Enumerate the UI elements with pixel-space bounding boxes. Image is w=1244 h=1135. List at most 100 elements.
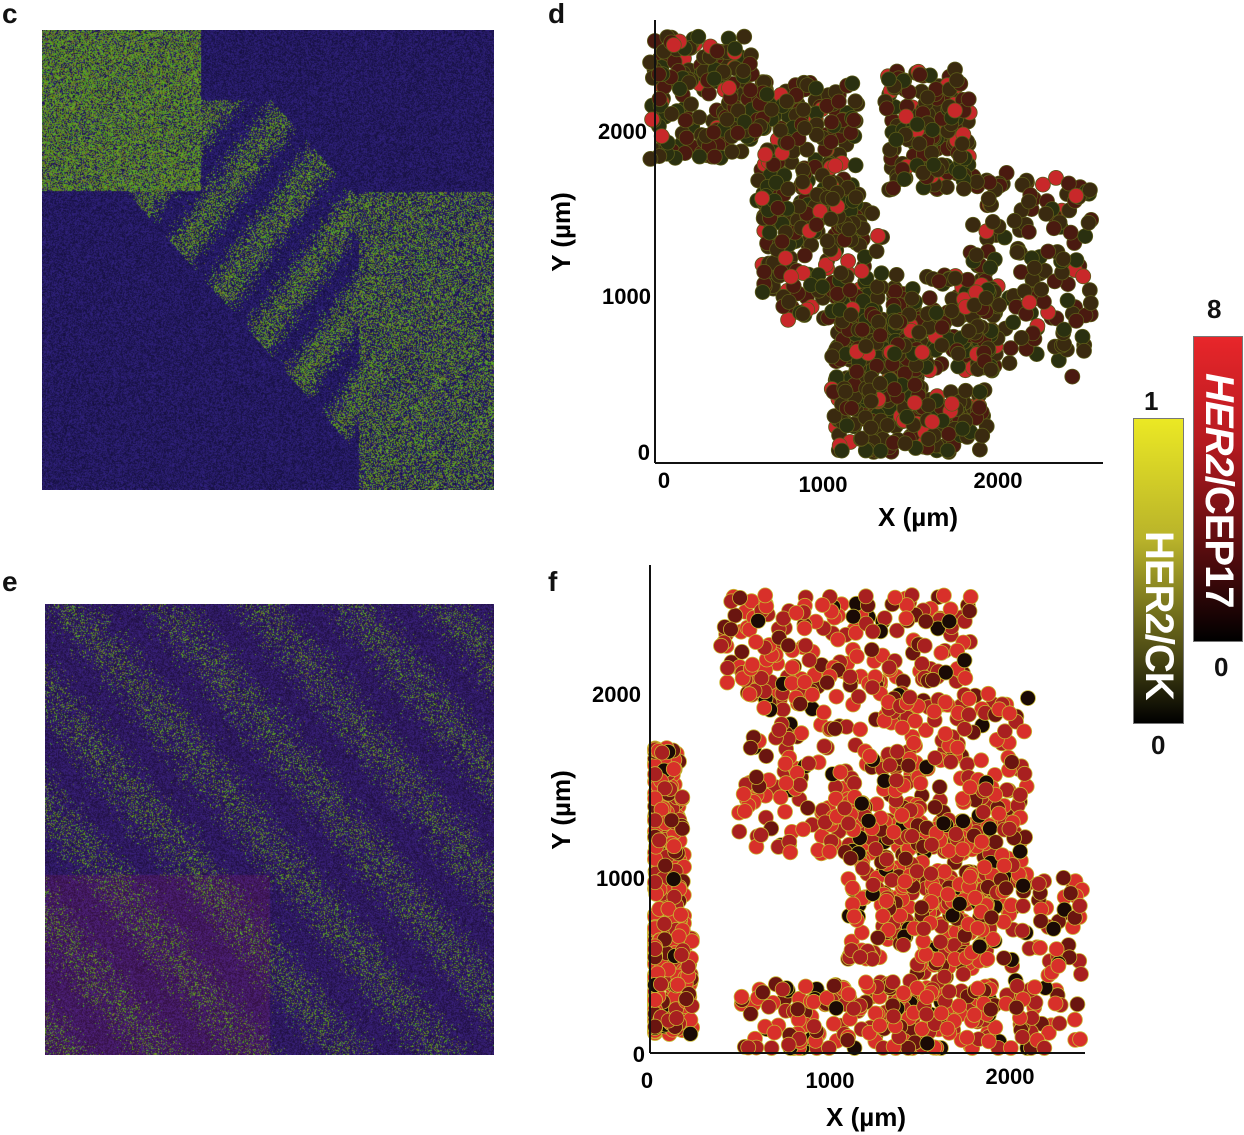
data-point (924, 413, 941, 430)
data-point (1080, 214, 1097, 231)
data-point (833, 442, 850, 459)
data-point (1072, 1031, 1088, 1048)
data-point (868, 243, 885, 260)
microscopy-image-c (42, 30, 494, 490)
data-point (665, 761, 682, 777)
data-point (827, 157, 844, 174)
data-point (985, 213, 1001, 230)
data-point (888, 313, 904, 330)
data-point (647, 992, 663, 1008)
data-point (673, 947, 690, 963)
data-point (951, 164, 968, 181)
data-point (799, 800, 816, 816)
data-point (816, 738, 833, 755)
data-point (842, 668, 859, 685)
data-point (665, 871, 682, 887)
points-d (642, 28, 1099, 460)
data-point (792, 696, 809, 712)
data-point (724, 143, 740, 160)
colorbar-her2-ck-max: 1 (1144, 386, 1159, 416)
data-point (914, 344, 931, 361)
data-point (1073, 966, 1089, 982)
data-point (906, 394, 923, 411)
data-point (979, 951, 996, 967)
data-point (847, 625, 864, 641)
data-point (936, 968, 953, 985)
data-point (997, 723, 1013, 740)
data-point (846, 775, 863, 792)
data-point (814, 278, 831, 295)
data-point (848, 363, 865, 380)
data-point (1001, 820, 1018, 837)
data-point (1076, 342, 1092, 359)
data-point (824, 348, 841, 365)
data-point (913, 899, 930, 916)
data-point (847, 93, 864, 110)
data-point (936, 587, 952, 604)
data-point (928, 304, 945, 321)
data-point (850, 688, 867, 705)
y-tick-f-0: 0 (633, 1042, 645, 1067)
data-point (795, 101, 812, 118)
data-point (713, 637, 729, 654)
data-point (654, 744, 670, 761)
data-point (824, 190, 841, 207)
data-point (709, 43, 726, 60)
data-point (1008, 999, 1025, 1016)
data-point (944, 395, 960, 412)
data-point (920, 397, 937, 414)
data-point (854, 321, 871, 338)
panel-label-f: f (548, 566, 558, 597)
data-point (878, 893, 895, 909)
data-point (1005, 314, 1021, 331)
data-point (647, 766, 663, 783)
data-point (919, 1035, 936, 1052)
data-point (653, 976, 669, 993)
data-point (980, 685, 997, 702)
data-point (925, 671, 941, 688)
data-point (940, 426, 957, 443)
data-point (957, 670, 974, 686)
data-point (1040, 243, 1056, 260)
y-axis-label-d: Y (µm) (546, 192, 576, 272)
data-point (735, 786, 752, 802)
data-point (732, 590, 748, 606)
y-tick-d-0: 0 (638, 440, 650, 465)
data-point (867, 841, 884, 857)
data-point (729, 124, 746, 141)
data-point (825, 1015, 842, 1032)
data-point (905, 735, 922, 751)
data-point (763, 101, 780, 118)
data-point (1055, 251, 1072, 268)
x-tick-d-1000: 1000 (799, 472, 848, 497)
data-point (1026, 259, 1043, 276)
data-point (723, 621, 739, 638)
colorbar-her2-ck-min: 0 (1151, 730, 1166, 760)
x-axis-label-d: X (µm) (878, 502, 958, 532)
data-point (838, 417, 855, 434)
data-point (840, 253, 856, 270)
data-point (754, 190, 770, 207)
data-point (823, 133, 839, 150)
data-point (754, 284, 771, 301)
data-point (961, 603, 978, 619)
data-point (948, 72, 965, 89)
data-point (736, 28, 753, 45)
data-point (1021, 193, 1037, 210)
data-point (844, 880, 861, 896)
data-point (830, 631, 846, 648)
data-point (1032, 939, 1048, 956)
colorbar-her2-cep17-title: HER2/CEP17 (1197, 373, 1241, 608)
data-point (682, 1026, 699, 1042)
data-point (656, 916, 673, 932)
data-point (879, 417, 896, 434)
data-point (1045, 920, 1062, 937)
data-point (871, 1017, 888, 1034)
data-point (756, 700, 773, 716)
data-point (836, 800, 853, 817)
data-point (885, 1008, 902, 1025)
data-point (742, 1006, 759, 1022)
data-point (858, 338, 874, 355)
data-point (1003, 754, 1020, 770)
data-point (895, 937, 912, 953)
